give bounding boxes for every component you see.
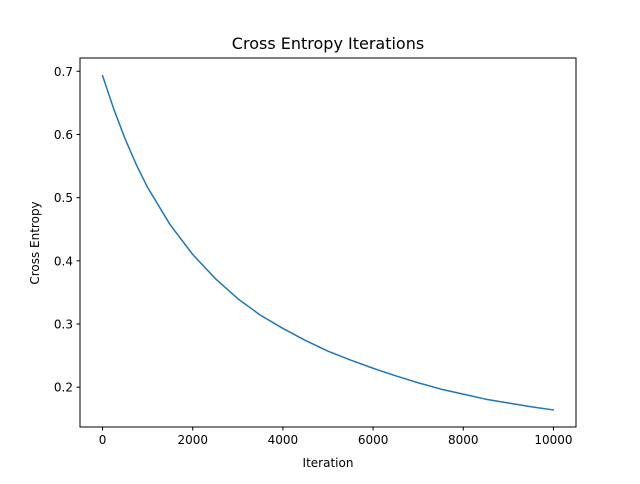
plot-area-frame <box>79 57 577 428</box>
y-tick-label: 0.2 <box>54 381 73 395</box>
series-line <box>101 74 555 411</box>
x-tick-label: 10000 <box>534 433 572 447</box>
x-tick-label: 6000 <box>358 433 389 447</box>
x-tick-label: 4000 <box>268 433 299 447</box>
x-tick-label: 8000 <box>448 433 479 447</box>
series-layer <box>101 74 555 411</box>
y-tick-label: 0.4 <box>54 254 73 268</box>
y-axis-ticks: 0.2 0.3 0.4 0.5 0.6 0.7 <box>54 65 80 395</box>
y-axis-label: Cross Entropy <box>28 201 42 284</box>
x-axis-label: Iteration <box>303 456 354 470</box>
y-tick-label: 0.5 <box>54 191 73 205</box>
x-tick-label: 0 <box>99 433 107 447</box>
x-axis-ticks: 0 2000 4000 6000 8000 10000 <box>99 427 573 447</box>
y-tick-label: 0.6 <box>54 128 73 142</box>
y-tick-label: 0.7 <box>54 65 73 79</box>
y-tick-label: 0.3 <box>54 318 73 332</box>
x-tick-label: 2000 <box>177 433 208 447</box>
chart-title: Cross Entropy Iterations <box>232 34 424 53</box>
